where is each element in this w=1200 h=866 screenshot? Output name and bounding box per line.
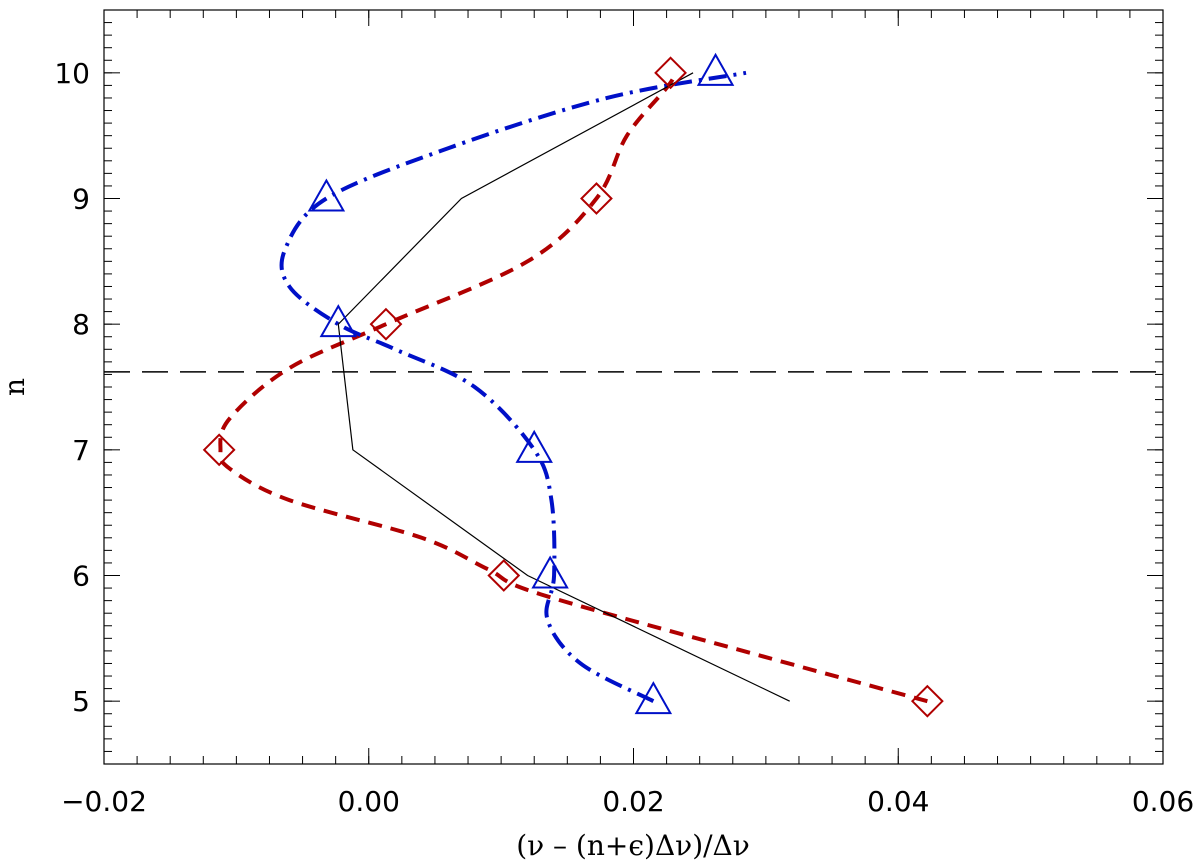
diamonds-curve	[218, 71, 928, 704]
y-tick-label: 5	[72, 685, 90, 718]
y-axis-title: n	[0, 378, 31, 396]
diamond-marker	[487, 559, 521, 592]
y-tick-labels: 5 6 7 8 9 10	[54, 57, 90, 718]
x-tick-labels: −0.02 0.00 0.02 0.04 0.06	[61, 785, 1194, 818]
triangle-marker	[515, 429, 553, 463]
triangle-marker	[531, 555, 569, 589]
y-tick-label: 8	[72, 308, 90, 341]
diamond-marker	[910, 684, 944, 718]
x-axis-title: (ν – (n+ϵ)Δν)/Δν	[516, 829, 750, 862]
x-tick-label: 0.00	[338, 785, 400, 818]
triangles-curve	[279, 70, 747, 703]
triangle-marker	[307, 178, 346, 212]
major-ticks	[103, 10, 1164, 764]
diamond-marker	[369, 307, 403, 341]
triangle-marker	[634, 681, 673, 715]
diamond-marker	[580, 182, 613, 215]
y-tick-label: 10	[54, 57, 90, 90]
x-tick-label: 0.06	[1132, 785, 1194, 818]
diamond-marker	[654, 56, 687, 90]
x-tick-label: 0.02	[602, 785, 664, 818]
series-lines	[218, 70, 928, 704]
x-tick-label: 0.04	[867, 785, 929, 818]
markers	[202, 52, 944, 718]
y-tick-label: 6	[72, 560, 90, 593]
y-tick-label: 7	[72, 434, 90, 467]
triangle-marker	[319, 304, 358, 338]
y-tick-label: 9	[72, 183, 90, 216]
diamond-marker	[202, 433, 236, 467]
mean-line	[337, 72, 790, 702]
triangle-marker	[696, 52, 735, 86]
x-tick-label: −0.02	[61, 785, 147, 818]
